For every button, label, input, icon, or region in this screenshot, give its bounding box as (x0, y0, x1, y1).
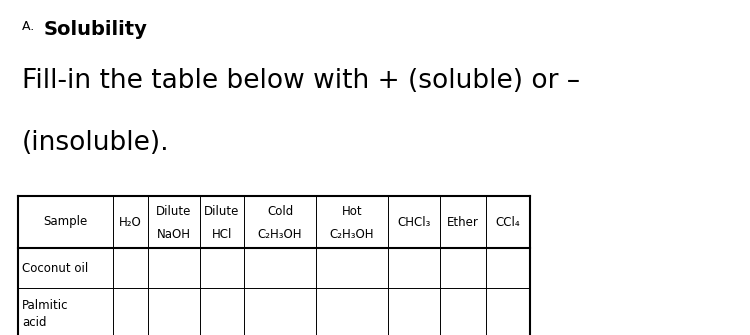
Text: C₂H₃OH: C₂H₃OH (258, 228, 302, 241)
Text: (insoluble).: (insoluble). (22, 130, 170, 156)
Text: Palmitic
acid: Palmitic acid (22, 299, 68, 329)
Text: CHCl₃: CHCl₃ (398, 215, 430, 228)
Text: Hot: Hot (342, 205, 362, 218)
Text: Dilute: Dilute (204, 205, 240, 218)
Text: Sample: Sample (44, 215, 88, 228)
Text: Coconut oil: Coconut oil (22, 262, 88, 274)
Text: Ether: Ether (447, 215, 479, 228)
Text: A.: A. (22, 20, 38, 33)
Text: Cold: Cold (267, 205, 293, 218)
Text: Fill-in the table below with + (soluble) or –: Fill-in the table below with + (soluble)… (22, 68, 580, 94)
Text: H₂O: H₂O (119, 215, 142, 228)
Text: HCl: HCl (211, 228, 232, 241)
Text: C₂H₃OH: C₂H₃OH (330, 228, 374, 241)
Text: NaOH: NaOH (157, 228, 191, 241)
Text: Dilute: Dilute (156, 205, 192, 218)
Text: Solubility: Solubility (44, 20, 148, 39)
Text: CCl₄: CCl₄ (496, 215, 520, 228)
